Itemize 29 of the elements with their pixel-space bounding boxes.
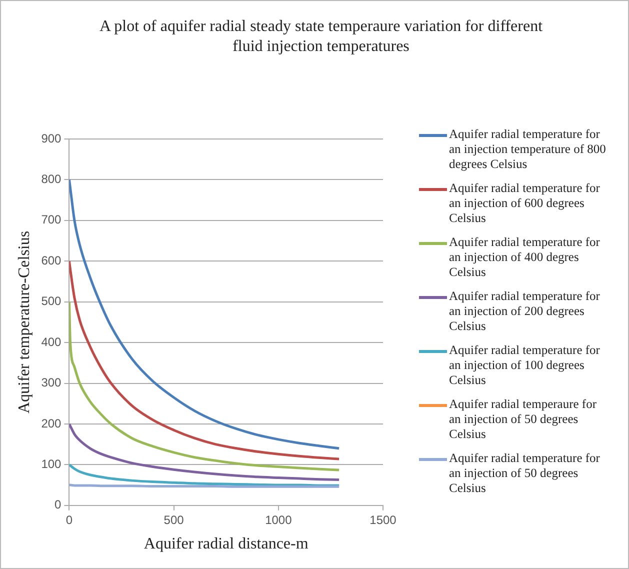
y-tick-label: 500 <box>41 294 62 308</box>
legend-label: Aquifer radial temperature for an injection of 600 degrees Celsius <box>449 181 601 226</box>
x-tick-label: 1000 <box>265 512 292 527</box>
legend-label: Aquifer radial temperature for an injection of 100 degrees Celsius <box>449 343 601 388</box>
line-series <box>69 463 340 487</box>
y-tick-label: 100 <box>41 457 62 471</box>
y-tick-label: 900 <box>41 131 62 146</box>
line-series <box>69 422 340 481</box>
x-tick-label: 500 <box>164 512 184 527</box>
legend-label: Aquifer radial temperature for an injection of 200 degrees Celsius <box>449 289 601 334</box>
line-series <box>69 300 340 472</box>
y-tick-label: 200 <box>41 416 62 430</box>
x-axis-title: Aquifer radial distance-m <box>144 536 309 553</box>
legend-label: Aquifer radial temperature for an injection of 400 degres Celsius <box>449 235 601 280</box>
y-tick-label: 0 <box>54 498 62 512</box>
line-series <box>69 260 340 460</box>
x-tick-label: 0 <box>66 512 73 527</box>
legend-label: Aquifer radial temperature for an injection temperature of 800 degrees Celsius <box>449 127 607 172</box>
legend-label: Aquifer radial temperature for an injection of 50 degrees Celsius <box>449 451 601 496</box>
y-tick-label: 400 <box>41 334 62 349</box>
y-axis-title: Aquifer temperature-Celsius <box>16 230 33 414</box>
y-tick-label: 600 <box>41 253 62 268</box>
y-tick-label: 300 <box>41 376 62 390</box>
x-tick-label: 1500 <box>370 512 397 527</box>
y-tick-label: 800 <box>41 172 62 186</box>
line-series <box>69 178 340 450</box>
y-tick-label: 700 <box>41 212 62 227</box>
chart-title: A plot of aquifer radial steady state temperaure variation for different fluid injection temperatures <box>98 17 544 57</box>
legend-label: Aquifer radial temperaure for an injection of 50 degrees Celsius <box>449 397 598 442</box>
